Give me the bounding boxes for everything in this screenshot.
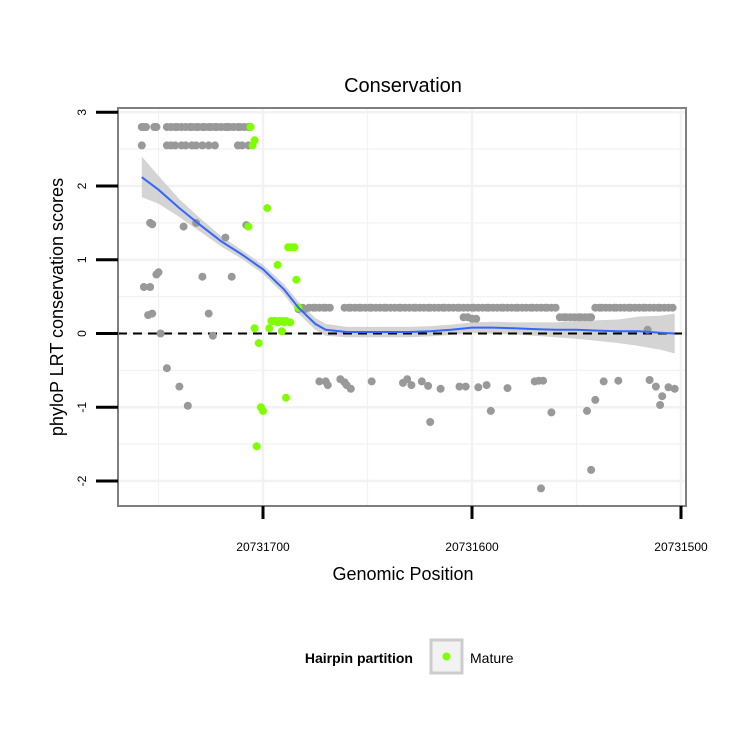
data-point-other: [346, 384, 355, 393]
data-point-mature: [290, 243, 299, 252]
data-point-other: [148, 220, 157, 229]
data-point-mature: [250, 136, 259, 145]
data-point-mature: [254, 339, 263, 348]
y-tick-label: -2: [75, 475, 89, 486]
data-point-other: [670, 384, 679, 393]
data-point-other: [221, 233, 230, 242]
panel-border: [117, 107, 687, 507]
chart-title: Conservation: [344, 75, 462, 97]
data-point-mature: [263, 204, 272, 213]
data-point-other: [198, 141, 207, 150]
data-point-other: [152, 123, 161, 131]
data-point-other: [238, 141, 247, 150]
data-point-other: [424, 381, 433, 390]
data-point-mature: [246, 123, 255, 131]
smooth-line-layer: [141, 176, 675, 335]
data-point-other: [587, 465, 596, 474]
x-tick-label: 20731700: [236, 540, 290, 554]
data-point-other: [208, 331, 217, 340]
smooth-trend-line: [141, 176, 675, 335]
data-point-other: [204, 141, 213, 150]
y-tick-label: -1: [75, 402, 89, 413]
data-point-other: [537, 484, 545, 493]
y-tick-label: 0: [75, 330, 89, 337]
data-point-other: [210, 141, 219, 150]
data-point-other: [192, 141, 201, 150]
data-point-other: [162, 364, 171, 373]
data-point-other: [503, 384, 512, 393]
data-point-other: [152, 270, 161, 279]
data-point-other: [156, 329, 165, 338]
x-tick-label: 20731600: [445, 540, 499, 554]
data-point-other: [614, 376, 623, 385]
data-point-other: [367, 377, 376, 386]
data-point-other: [472, 314, 481, 323]
data-point-other: [599, 377, 608, 386]
data-point-other: [204, 309, 213, 318]
data-point-other: [407, 381, 416, 390]
data-point-other: [658, 392, 667, 401]
data-point-other: [486, 406, 495, 415]
data-point-other: [461, 382, 470, 391]
data-point-other: [587, 313, 596, 322]
data-point-other: [668, 303, 677, 312]
y-tick-label: 1: [75, 256, 89, 263]
data-point-other: [325, 303, 334, 312]
data-point-other: [539, 376, 548, 385]
data-point-mature: [244, 222, 253, 231]
x-axis-label: Genomic Position: [332, 564, 473, 584]
data-point-other: [227, 272, 236, 281]
y-tick-label: 3: [75, 109, 89, 116]
data-point-other: [181, 141, 190, 150]
legend-key-mature-point: [442, 652, 451, 661]
data-point-mature: [252, 442, 261, 451]
data-point-other: [323, 381, 332, 390]
data-point-mature: [265, 324, 274, 333]
data-point-mature: [292, 275, 301, 284]
data-point-other: [482, 381, 491, 390]
data-point-other: [651, 382, 660, 391]
data-point-other: [403, 375, 412, 384]
data-point-other: [139, 283, 148, 291]
data-point-other: [551, 303, 560, 312]
data-point-other: [455, 382, 464, 391]
data-point-other: [171, 141, 180, 150]
x-axis: 20731700 20731600 20731500: [236, 506, 708, 554]
data-point-other: [146, 283, 155, 291]
data-point-other: [183, 401, 192, 410]
legend: Hairpin partition Mature: [305, 638, 514, 675]
data-point-other: [198, 272, 207, 281]
points-layer: [137, 123, 679, 493]
legend-label-mature: Mature: [470, 650, 514, 666]
data-point-other: [591, 395, 600, 404]
y-axis: 3 2 1 0 -1 -2: [75, 109, 118, 486]
data-point-other: [645, 376, 654, 384]
data-point-mature: [250, 324, 259, 333]
data-point-other: [148, 309, 157, 318]
data-point-other: [142, 123, 150, 131]
x-tick-label: 20731500: [654, 540, 708, 554]
data-point-mature: [273, 260, 282, 269]
data-point-mature: [277, 327, 286, 336]
data-point-other: [426, 418, 435, 426]
data-point-mature: [282, 393, 290, 402]
data-point-mature: [259, 406, 267, 415]
data-point-other: [179, 222, 188, 231]
data-point-other: [417, 377, 426, 386]
data-point-other: [315, 377, 324, 386]
data-point-other: [547, 408, 556, 417]
data-point-mature: [286, 318, 295, 327]
data-point-other: [436, 384, 445, 393]
y-tick-label: 2: [75, 182, 89, 189]
data-point-other: [175, 382, 184, 391]
data-point-other: [137, 141, 146, 150]
data-point-other: [583, 406, 591, 415]
legend-title: Hairpin partition: [305, 650, 413, 666]
legend-key-mature: [429, 638, 464, 675]
data-point-other: [656, 401, 665, 409]
data-point-other: [474, 383, 483, 392]
data-point-other: [664, 383, 673, 392]
y-axis-label: phyloP LRT conservation scores: [47, 178, 67, 436]
